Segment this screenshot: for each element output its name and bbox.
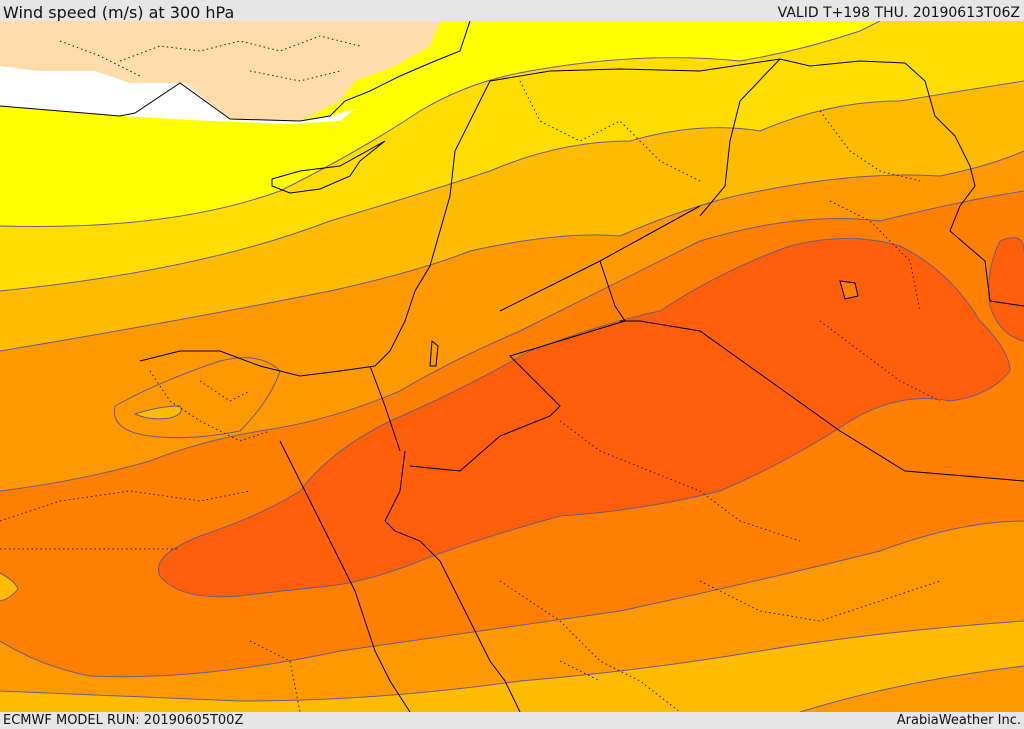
contour-line-west <box>0 572 19 602</box>
admin-border-east-1 <box>819 320 941 402</box>
admin-border-syria <box>519 80 701 182</box>
border-kuwait <box>989 300 1024 307</box>
contour-line-1 <box>0 21 881 228</box>
model-run: ECMWF MODEL RUN: 20190605T00Z <box>3 713 244 728</box>
dead-sea <box>429 339 439 367</box>
admin-border-saudi-1 <box>559 420 801 542</box>
contour-line-2 <box>0 80 1024 292</box>
border-egypt-israel <box>369 365 401 452</box>
valid-time: VALID T+198 THU. 20190613T06Z <box>777 5 1020 21</box>
border-iran-iraq <box>904 62 991 302</box>
contour-line-5 <box>0 520 1024 678</box>
cyprus-outline <box>271 140 386 194</box>
coastline-turkey <box>0 21 471 122</box>
contour-line-lake <box>133 405 182 420</box>
band-6-fill <box>158 238 1011 597</box>
admin-border-turkey-1 <box>119 35 361 62</box>
map-title: Wind speed (m/s) at 300 hPa <box>3 3 235 22</box>
border-syria-iraq <box>699 58 781 217</box>
map-footer: ECMWF MODEL RUN: 20190605T00Z ArabiaWeat… <box>0 712 1024 729</box>
land-patch-turkey <box>0 21 440 121</box>
admin-border-saudi-2 <box>499 580 681 712</box>
coastline-levant <box>139 80 491 377</box>
coastline-red-sea-east <box>384 450 521 712</box>
admin-border-saudi-3 <box>699 580 941 622</box>
wind-speed-map <box>0 21 1024 712</box>
map-header: Wind speed (m/s) at 300 hPa VALID T+198 … <box>0 0 1024 22</box>
admin-border-egypt-1 <box>149 370 271 442</box>
admin-border-egypt-2 <box>0 490 251 522</box>
contour-line-6 <box>0 620 1024 702</box>
band-3-patch-west <box>0 573 18 601</box>
band-3-patch-egypt-lake <box>135 406 182 419</box>
admin-border-south <box>249 640 601 712</box>
border-jordan-iraq <box>409 260 626 472</box>
band-6-fill-east <box>988 237 1024 341</box>
coastline-red-sea-west <box>279 440 411 712</box>
credit-text: ArabiaWeather Inc. <box>896 713 1021 728</box>
border-syria-turkey <box>489 58 906 82</box>
sea-patch-aegean <box>0 66 355 124</box>
contour-line-7 <box>799 665 1024 712</box>
admin-border-iraq-1 <box>819 110 921 312</box>
contour-line-egypt <box>113 357 281 439</box>
contour-line-4 <box>0 190 1024 492</box>
lake-tharthar <box>839 280 859 300</box>
admin-border-turkey-2 <box>59 40 341 82</box>
contour-line-3 <box>0 150 1024 352</box>
